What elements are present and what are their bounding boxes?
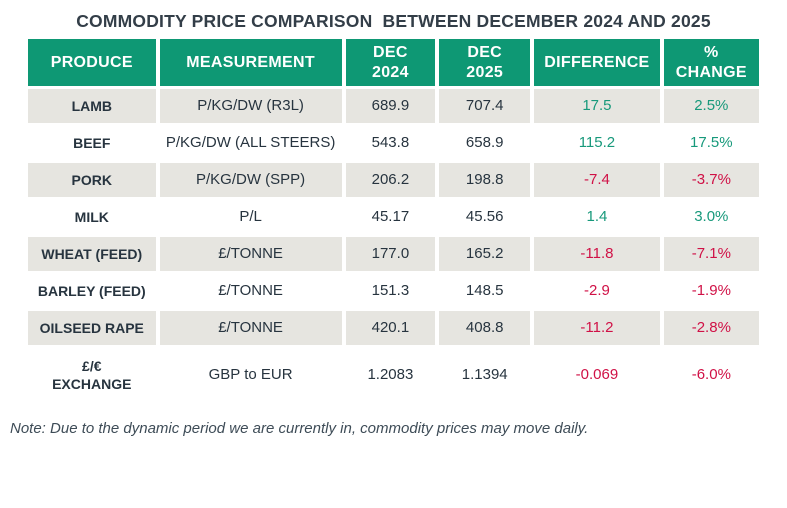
measurement-cell: P/L [159,200,342,234]
dec-2024-cell: 689.9 [345,89,436,123]
produce-cell: OILSEED RAPE [28,311,156,345]
column-header-produce: PRODUCE [28,39,156,86]
difference-cell: -11.2 [534,311,660,345]
measurement-cell: GBP to EUR [159,348,342,402]
measurement-cell: P/KG/DW (R3L) [159,89,342,123]
measurement-cell: P/KG/DW (SPP) [159,163,342,197]
footnote: Note: Due to the dynamic period we are c… [10,420,589,437]
column-header-dec-2025: DEC 2025 [439,39,531,86]
difference-cell: -7.4 [534,163,660,197]
difference-cell: -0.069 [534,348,660,402]
dec-2025-cell: 1.1394 [439,348,531,402]
commodity-price-comparison-page: COMMODITY PRICE COMPARISON BETWEEN DECEM… [0,11,787,508]
table-row-pork: PORK P/KG/DW (SPP) 206.2 198.8 -7.4 -3.7… [28,163,759,197]
pct-change-cell: -3.7% [663,163,759,197]
pct-change-cell: -1.9% [663,274,759,308]
pct-change-cell: -6.0% [663,348,759,402]
dec-2025-cell: 408.8 [439,311,531,345]
dec-2024-cell: 206.2 [345,163,436,197]
table-row-lamb: LAMB P/KG/DW (R3L) 689.9 707.4 17.5 2.5% [28,89,759,123]
pct-change-cell: -2.8% [663,311,759,345]
produce-cell: BEEF [28,126,156,160]
difference-cell: 115.2 [534,126,660,160]
difference-cell: -2.9 [534,274,660,308]
table-row-gbp-eur-exchange: £/€ EXCHANGE GBP to EUR 1.2083 1.1394 -0… [28,348,759,402]
table-row-beef: BEEF P/KG/DW (ALL STEERS) 543.8 658.9 11… [28,126,759,160]
difference-cell: -11.8 [534,237,660,271]
produce-cell: LAMB [28,89,156,123]
table-row-wheat-feed: WHEAT (FEED) £/TONNE 177.0 165.2 -11.8 -… [28,237,759,271]
dec-2024-cell: 151.3 [345,274,436,308]
page-title: COMMODITY PRICE COMPARISON BETWEEN DECEM… [76,11,711,31]
produce-cell: PORK [28,163,156,197]
produce-cell: BARLEY (FEED) [28,274,156,308]
measurement-cell: £/TONNE [159,274,342,308]
difference-cell: 1.4 [534,200,660,234]
pct-change-cell: 3.0% [663,200,759,234]
difference-cell: 17.5 [534,89,660,123]
dec-2025-cell: 198.8 [439,163,531,197]
measurement-cell: £/TONNE [159,311,342,345]
dec-2025-cell: 658.9 [439,126,531,160]
dec-2025-cell: 148.5 [439,274,531,308]
pct-change-cell: 2.5% [663,89,759,123]
measurement-cell: £/TONNE [159,237,342,271]
column-header-pct-change: % CHANGE [663,39,759,86]
dec-2024-cell: 45.17 [345,200,436,234]
dec-2024-cell: 1.2083 [345,348,436,402]
dec-2024-cell: 177.0 [345,237,436,271]
table-row-barley-feed: BARLEY (FEED) £/TONNE 151.3 148.5 -2.9 -… [28,274,759,308]
dec-2025-cell: 165.2 [439,237,531,271]
commodity-price-table: PRODUCE MEASUREMENT DEC 2024 DEC 2025 DI… [24,36,763,405]
column-header-difference: DIFFERENCE [534,39,660,86]
header-row: PRODUCE MEASUREMENT DEC 2024 DEC 2025 DI… [28,39,759,86]
dec-2025-cell: 45.56 [439,200,531,234]
column-header-measurement: MEASUREMENT [159,39,342,86]
column-header-dec-2024: DEC 2024 [345,39,436,86]
pct-change-cell: 17.5% [663,126,759,160]
produce-cell: £/€ EXCHANGE [28,348,156,402]
table-row-milk: MILK P/L 45.17 45.56 1.4 3.0% [28,200,759,234]
table-row-oilseed-rape: OILSEED RAPE £/TONNE 420.1 408.8 -11.2 -… [28,311,759,345]
produce-cell: WHEAT (FEED) [28,237,156,271]
dec-2024-cell: 420.1 [345,311,436,345]
produce-cell: MILK [28,200,156,234]
pct-change-cell: -7.1% [663,237,759,271]
measurement-cell: P/KG/DW (ALL STEERS) [159,126,342,160]
dec-2024-cell: 543.8 [345,126,436,160]
dec-2025-cell: 707.4 [439,89,531,123]
